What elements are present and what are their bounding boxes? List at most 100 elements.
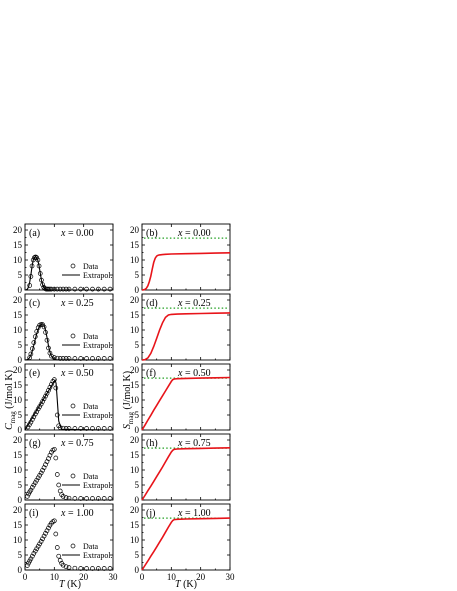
data-point (40, 536, 45, 542)
y-tick-label: 5 (18, 480, 23, 490)
data-point (28, 556, 34, 562)
composition-value: = 0.00 (65, 228, 93, 239)
data-point (90, 426, 95, 431)
y-tick-label: 15 (13, 520, 23, 530)
data-point (78, 566, 84, 571)
data-point (84, 356, 89, 361)
y-tick-label: 10 (13, 325, 23, 335)
data-point (63, 426, 69, 431)
data-point (63, 356, 69, 361)
y-tick-label: 5 (18, 410, 23, 420)
y-tick-label: 5 (135, 410, 140, 420)
left-y-label-main: C (4, 423, 15, 430)
y-tick-label: 15 (130, 450, 140, 460)
legend-data-label: Data (83, 472, 99, 481)
data-point (40, 467, 45, 473)
data-point (25, 563, 30, 568)
data-point (66, 286, 72, 292)
panel-label: (a) (29, 228, 40, 239)
y-tick-label: 0 (135, 425, 140, 435)
data-point (78, 356, 84, 361)
data-point (66, 495, 72, 501)
x-label-unit-left: (K) (67, 579, 81, 590)
data-point (90, 496, 95, 501)
data-point (72, 565, 78, 571)
right-y-label-main: S (122, 424, 133, 429)
data-point (28, 274, 34, 279)
panel-b: 0 5 10 15 20 (b) x = 0.00 (130, 223, 231, 295)
data-point (63, 564, 69, 570)
data-point (32, 480, 38, 485)
data-point (51, 355, 57, 360)
extrapolation-line (24, 379, 114, 431)
data-point (95, 426, 101, 431)
data-point (66, 426, 72, 431)
data-point (60, 494, 66, 499)
data-point (54, 545, 60, 550)
x-axis-label-right: T (K) (175, 579, 197, 590)
y-tick-label: 10 (13, 535, 23, 545)
entropy-curve (141, 447, 231, 501)
data-point (29, 346, 35, 351)
entropy-curve (141, 517, 231, 571)
x-label-main-left: T (59, 579, 66, 590)
y-tick-label: 15 (130, 310, 140, 320)
data-point (54, 412, 60, 418)
panel-label: (h) (146, 438, 158, 449)
data-point (63, 286, 69, 292)
data-point (40, 282, 45, 287)
data-point (38, 539, 44, 544)
composition-var: x (60, 298, 66, 309)
composition-label: x = 0.25 (177, 298, 211, 309)
composition-var: x (60, 438, 66, 449)
data-point (78, 496, 84, 501)
data-point (38, 401, 44, 407)
data-point (53, 385, 59, 391)
composition-var: x (177, 508, 183, 519)
y-tick-label: 0 (135, 565, 140, 575)
y-tick-label: 10 (13, 465, 23, 475)
y-tick-label: 15 (13, 450, 23, 460)
data-point (107, 426, 113, 431)
entropy-curve (141, 312, 231, 361)
data-point (46, 286, 51, 292)
data-point (101, 426, 107, 431)
y-tick-label: 10 (130, 395, 140, 405)
x-label-unit-right: (K) (183, 579, 197, 590)
y-tick-label: 5 (135, 270, 140, 280)
data-point (35, 325, 41, 330)
legend-data-label: Data (83, 402, 99, 411)
data-point (78, 426, 84, 431)
y-tick-label: 5 (18, 340, 23, 350)
x-tick-label: 20 (79, 572, 89, 582)
data-point (35, 543, 41, 549)
legend-extrapol-label: Extrapol. (83, 341, 113, 350)
data-point (107, 566, 113, 571)
data-point (66, 356, 72, 361)
legend-extrapol-label: Extrapol. (83, 271, 113, 280)
data-point (84, 426, 89, 431)
right-y-axis-label: Smag (J/mol K) (122, 371, 135, 429)
y-tick-label: 5 (135, 340, 140, 350)
y-tick-label: 15 (130, 240, 140, 250)
y-tick-label: 0 (135, 285, 140, 295)
data-point (56, 482, 62, 488)
panel-label: (j) (146, 508, 155, 519)
legend-data-marker (70, 263, 76, 269)
data-point (39, 277, 44, 283)
composition-value: = 0.25 (182, 298, 210, 309)
y-tick-label: 15 (130, 520, 140, 530)
y-tick-label: 10 (13, 395, 23, 405)
x-tick-label: 20 (196, 572, 206, 582)
data-point (72, 356, 78, 361)
data-point (34, 255, 40, 260)
composition-var: x (177, 368, 183, 379)
data-point (90, 566, 95, 571)
data-point (72, 426, 78, 431)
data-point (101, 566, 107, 571)
panel-label: (f) (146, 368, 156, 379)
data-point (41, 533, 47, 539)
panel-label: (d) (146, 298, 158, 309)
